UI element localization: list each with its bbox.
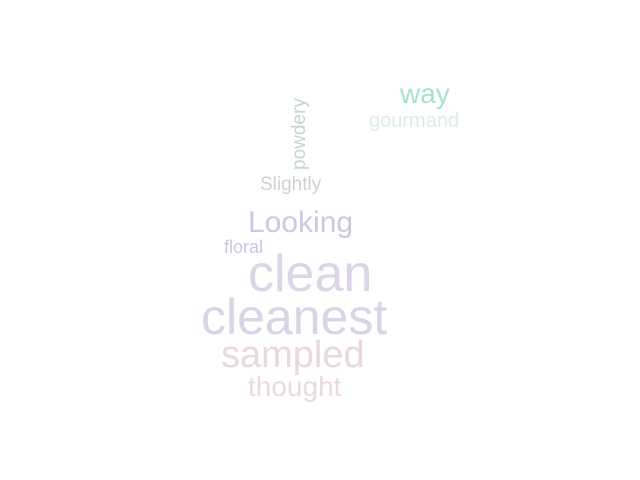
word-gourmand: gourmand: [369, 110, 460, 132]
word-thought: thought: [248, 371, 342, 402]
word-powdery: powdery: [289, 98, 310, 170]
word-way: way: [400, 78, 450, 109]
word-looking: Looking: [248, 206, 354, 239]
word-slightly: Slightly: [260, 174, 322, 195]
word-sampled: sampled: [221, 334, 365, 376]
word-cleanest: cleanest: [201, 289, 388, 345]
word-clean: clean: [248, 245, 373, 303]
word-floral: floral: [224, 237, 264, 257]
